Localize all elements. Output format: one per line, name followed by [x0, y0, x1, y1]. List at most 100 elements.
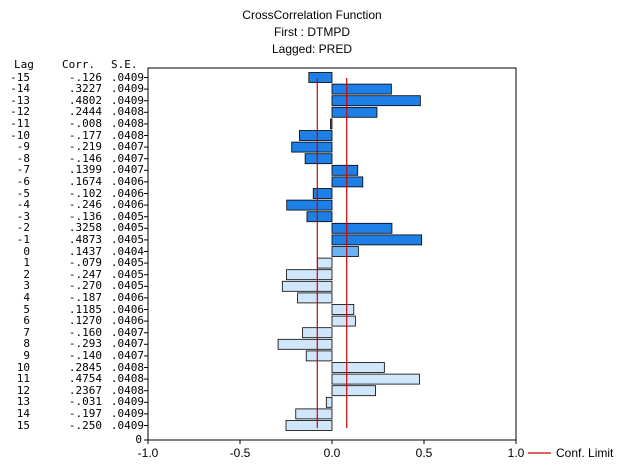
se-cell: .0405 [110, 267, 144, 281]
corr-cell: -.293 [68, 337, 102, 351]
bar-lag-14 [295, 408, 333, 420]
se-cell: .0406 [110, 314, 144, 328]
y-axis-zero-label: 0 [135, 433, 142, 446]
lag-cell: 11 [16, 372, 30, 386]
corr-cell: -.140 [68, 348, 102, 362]
x-tick-label: 1.0 [507, 446, 525, 460]
lag-cell: -2 [16, 221, 30, 235]
bar-lag--10 [299, 130, 333, 141]
se-cell: .0408 [110, 360, 144, 374]
corr-cell: -.187 [68, 290, 102, 304]
bar-lag--4 [286, 199, 333, 211]
lag-cell: -8 [16, 151, 30, 165]
bar-lag--7 [331, 164, 359, 176]
bar-lag--12 [331, 106, 378, 118]
corr-cell: -.126 [68, 70, 102, 84]
bar-lag-0 [331, 246, 359, 257]
bar-lag-2 [286, 269, 333, 281]
corr-cell: -.197 [68, 406, 102, 420]
bar-lag--9 [291, 141, 333, 153]
corr-cell: -.031 [68, 395, 102, 409]
se-cell: .0407 [110, 337, 144, 351]
x-axis-ticks [147, 440, 517, 444]
lag-cell: -9 [16, 140, 30, 154]
bar-lag-3 [281, 280, 333, 292]
lag-cell: 9 [23, 348, 30, 362]
corr-cell: -.246 [68, 198, 102, 212]
bar-lag--2 [331, 222, 393, 234]
lag-cell: 4 [23, 290, 30, 304]
se-cell: .0405 [110, 279, 144, 293]
corr-column-header: Corr. [62, 58, 96, 71]
bar-lag--5 [312, 188, 333, 199]
se-cell: .0407 [110, 151, 144, 165]
corr-cell: .4873 [68, 232, 102, 246]
bar-lag-11 [331, 373, 420, 385]
corr-cell: -.250 [68, 418, 102, 432]
se-cell: .0406 [110, 198, 144, 212]
se-cell: .0409 [110, 395, 144, 409]
x-tick-label: 0.0 [323, 446, 341, 460]
bar-lag--3 [306, 211, 333, 223]
corr-cell: -.219 [68, 140, 102, 154]
bar-lag-9 [305, 350, 333, 362]
lag-cell: 5 [23, 302, 30, 316]
corr-cell: -.160 [68, 325, 102, 339]
chart-title: CrossCorrelation Function [242, 8, 382, 22]
se-cell: .0409 [110, 70, 144, 84]
bar-lag-13 [325, 396, 333, 408]
corr-cell: -.247 [68, 267, 102, 281]
se-cell: .0405 [110, 221, 144, 235]
corr-cell: .3227 [68, 82, 102, 96]
se-cell: .0409 [110, 418, 144, 432]
lag-cell: 0 [23, 244, 30, 258]
lag-cell: -1 [16, 232, 30, 246]
se-cell: .0408 [110, 383, 144, 397]
se-cell: .0407 [110, 140, 144, 154]
se-cell: .0407 [110, 325, 144, 339]
bar-lag--1 [331, 234, 423, 246]
conf-limit-lines [316, 78, 348, 428]
se-cell: .0406 [110, 186, 144, 200]
lag-cell: 13 [16, 395, 30, 409]
lag-cell: -11 [10, 116, 30, 130]
corr-cell: -.079 [68, 256, 102, 270]
lag-cell: 1 [23, 256, 30, 270]
lag-cell: 6 [23, 314, 30, 328]
lag-cell: 7 [23, 325, 30, 339]
lag-cell: 12 [16, 383, 30, 397]
lag-cell: 2 [23, 267, 30, 281]
bar-lag-12 [331, 385, 376, 397]
se-cell: .0406 [110, 174, 144, 188]
corr-cell: .1270 [68, 314, 102, 328]
se-cell: .0407 [110, 163, 144, 177]
se-cell: .0409 [110, 82, 144, 96]
bar-lag--11 [330, 118, 333, 130]
x-tick-label: -1.0 [137, 446, 159, 460]
se-cell: .0408 [110, 116, 144, 130]
bar-lag-5 [331, 304, 355, 315]
corr-cell: -.008 [68, 116, 102, 130]
legend-conf-limit-label: Conf. Limit [556, 446, 614, 460]
corr-cell: -.146 [68, 151, 102, 165]
lag-cell: 8 [23, 337, 30, 351]
lag-cell: -3 [16, 209, 30, 223]
se-cell: .0406 [110, 290, 144, 304]
chart-subtitle-lagged: Lagged: PRED [271, 42, 353, 56]
corr-cell: .2367 [68, 383, 102, 397]
lag-cell: -5 [16, 186, 30, 200]
corr-cell: .1674 [68, 174, 102, 188]
lag-cell: -6 [16, 174, 30, 188]
se-cell: .0406 [110, 302, 144, 316]
bar-lag-10 [331, 362, 385, 373]
corr-cell: .4754 [68, 372, 102, 386]
se-cell: .0404 [110, 244, 144, 258]
bar-lag--15 [308, 72, 333, 83]
lag-cell: -13 [10, 93, 30, 107]
corr-cell: .4802 [68, 93, 102, 107]
corr-cell: .2845 [68, 360, 102, 374]
se-cell: .0405 [110, 209, 144, 223]
lag-cell: -15 [10, 70, 30, 84]
